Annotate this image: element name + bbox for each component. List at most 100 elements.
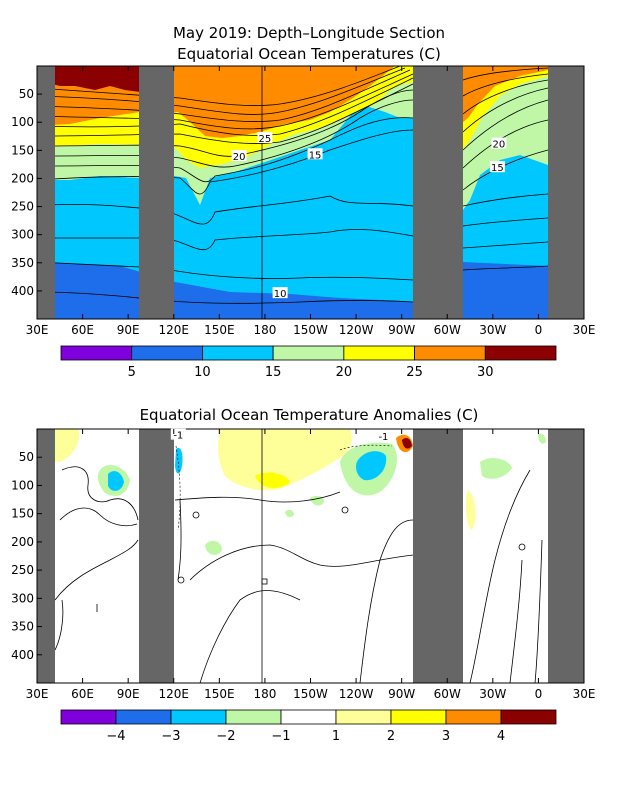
small-contour-loops (96, 506, 526, 612)
x-tick-label: 30E (573, 687, 596, 701)
colorbar-label: −4 (106, 729, 125, 744)
contour-label-bg (231, 149, 247, 161)
contour-labels: -1 -1 (170, 428, 391, 443)
land-masks (37, 66, 584, 319)
x-tick-label: 60W (434, 323, 461, 337)
colorbar: −4 −3 −2 −1 1 2 3 4 (60, 709, 557, 744)
colorbar-swatch (500, 709, 557, 725)
x-tick-label: 150E (204, 323, 235, 337)
contour-label: 10 (274, 289, 287, 300)
y-tick-label: 250 (11, 200, 34, 214)
positive-anomaly-atlantic (465, 490, 476, 530)
colorbar-swatch (272, 345, 345, 361)
x-tick-label: 60E (71, 323, 94, 337)
x-axis: 30E 60E 90E 120E 150E 180 150W 120W 90W 60W 30W 0 30… (26, 66, 596, 337)
y-tick-label: 50 (19, 450, 34, 464)
land-mask-africa-east (548, 66, 584, 319)
y-tick-label: 100 (11, 478, 34, 492)
colorbar-label: 4 (497, 729, 505, 744)
band-5-10-west (37, 262, 413, 319)
contour-label: 20 (233, 152, 246, 163)
x-tick-label: 180 (253, 323, 276, 337)
land-masks (37, 429, 584, 683)
land-mask-maritime-continent (139, 429, 174, 683)
chart-subtitle: Equatorial Ocean Temperatures (C) (177, 45, 441, 63)
colorbar-label: 1 (332, 729, 340, 744)
negative-anomaly-west-edge (175, 447, 183, 474)
y-tick-label: 50 (19, 87, 34, 101)
strong-negative-anomaly-indian (108, 471, 124, 491)
colorbar-swatch (445, 709, 502, 725)
contour-label: -1 (173, 431, 183, 442)
colorbar-swatch (60, 709, 117, 725)
anomaly-panel: Equatorial Ocean Temperature Anomalies (… (11, 406, 595, 744)
colorbar: 5 10 15 20 25 30 (60, 345, 557, 380)
x-tick-label: 30W (479, 687, 506, 701)
contour-label-bg (491, 137, 507, 149)
contour-label: 25 (259, 134, 272, 145)
x-tick-label: 150W (293, 323, 328, 337)
land-mask-americas (413, 429, 463, 683)
y-tick-label: 150 (11, 143, 34, 157)
anomaly-field (37, 429, 584, 683)
x-axis: 30E 60E 90E 120E 150E 180 150W 120W 90W 60W 30W 0 30… (26, 429, 596, 701)
x-tick-label: 60E (71, 687, 94, 701)
strong-anomaly-central-pacific (255, 472, 290, 489)
colorbar-swatch (390, 709, 447, 725)
colorbar-label: 2 (387, 729, 395, 744)
colorbar-swatch (335, 709, 392, 725)
colorbar-label: 5 (128, 365, 136, 380)
dashed-contours (175, 444, 393, 531)
colorbar-label: 15 (265, 365, 282, 380)
y-tick-label: 350 (11, 620, 34, 634)
x-tick-label: 120W (339, 687, 374, 701)
land-mask-americas (413, 66, 463, 319)
positive-anomaly-central-pacific (217, 429, 352, 491)
colorbar-swatch (225, 709, 282, 725)
contour-label: 15 (309, 150, 322, 161)
y-tick-label: 400 (11, 284, 34, 298)
colorbar-label: 25 (406, 365, 423, 380)
colorbar-label: 3 (442, 729, 450, 744)
band-25-30-east (463, 66, 548, 122)
colorbar-swatch (131, 345, 203, 361)
x-tick-label: 90E (117, 323, 140, 337)
y-tick-label: 100 (11, 115, 34, 129)
negative-anomaly-west-pacific (205, 540, 222, 555)
colorbar-swatch (343, 345, 415, 361)
contour-label: 20 (493, 140, 506, 151)
x-tick-label: 150E (204, 687, 235, 701)
contour-label-bg (489, 161, 505, 173)
negative-anomaly-spot (285, 509, 294, 518)
temperature-panel: May 2019: Depth–Longitude Section Equato… (11, 24, 595, 380)
colorbar-swatch (484, 345, 557, 361)
y-axis: 50 100 150 200 250 300 350 400 (11, 87, 42, 298)
x-tick-label: 30E (26, 687, 49, 701)
contour-label-bg (375, 429, 391, 441)
y-tick-label: 250 (11, 563, 34, 577)
x-tick-label: 30E (26, 323, 49, 337)
y-tick-label: 350 (11, 256, 34, 270)
negative-anomaly-spot (538, 433, 546, 444)
temperature-contours (37, 66, 549, 304)
contour-label-bg (170, 428, 186, 440)
y-tick-label: 400 (11, 648, 34, 662)
land-mask-africa (37, 429, 55, 683)
colorbar-label: −3 (161, 729, 180, 744)
x-tick-label: 30W (479, 323, 506, 337)
anomaly-contours (54, 466, 543, 683)
land-mask-africa-east (548, 429, 584, 683)
x-tick-label: 90E (117, 687, 140, 701)
y-tick-label: 200 (11, 171, 34, 185)
hot-anomaly-east-pacific (402, 438, 412, 449)
contour-label: -1 (378, 432, 388, 443)
colorbar-label: −2 (216, 729, 235, 744)
contour-label-bg (307, 148, 323, 160)
colorbar-swatch (202, 345, 274, 361)
x-tick-label: 150W (293, 687, 328, 701)
y-tick-label: 150 (11, 507, 34, 521)
x-tick-label: 30E (573, 323, 596, 337)
strong-negative-anomaly-east-pacific (356, 451, 387, 481)
x-tick-label: 60W (434, 687, 461, 701)
